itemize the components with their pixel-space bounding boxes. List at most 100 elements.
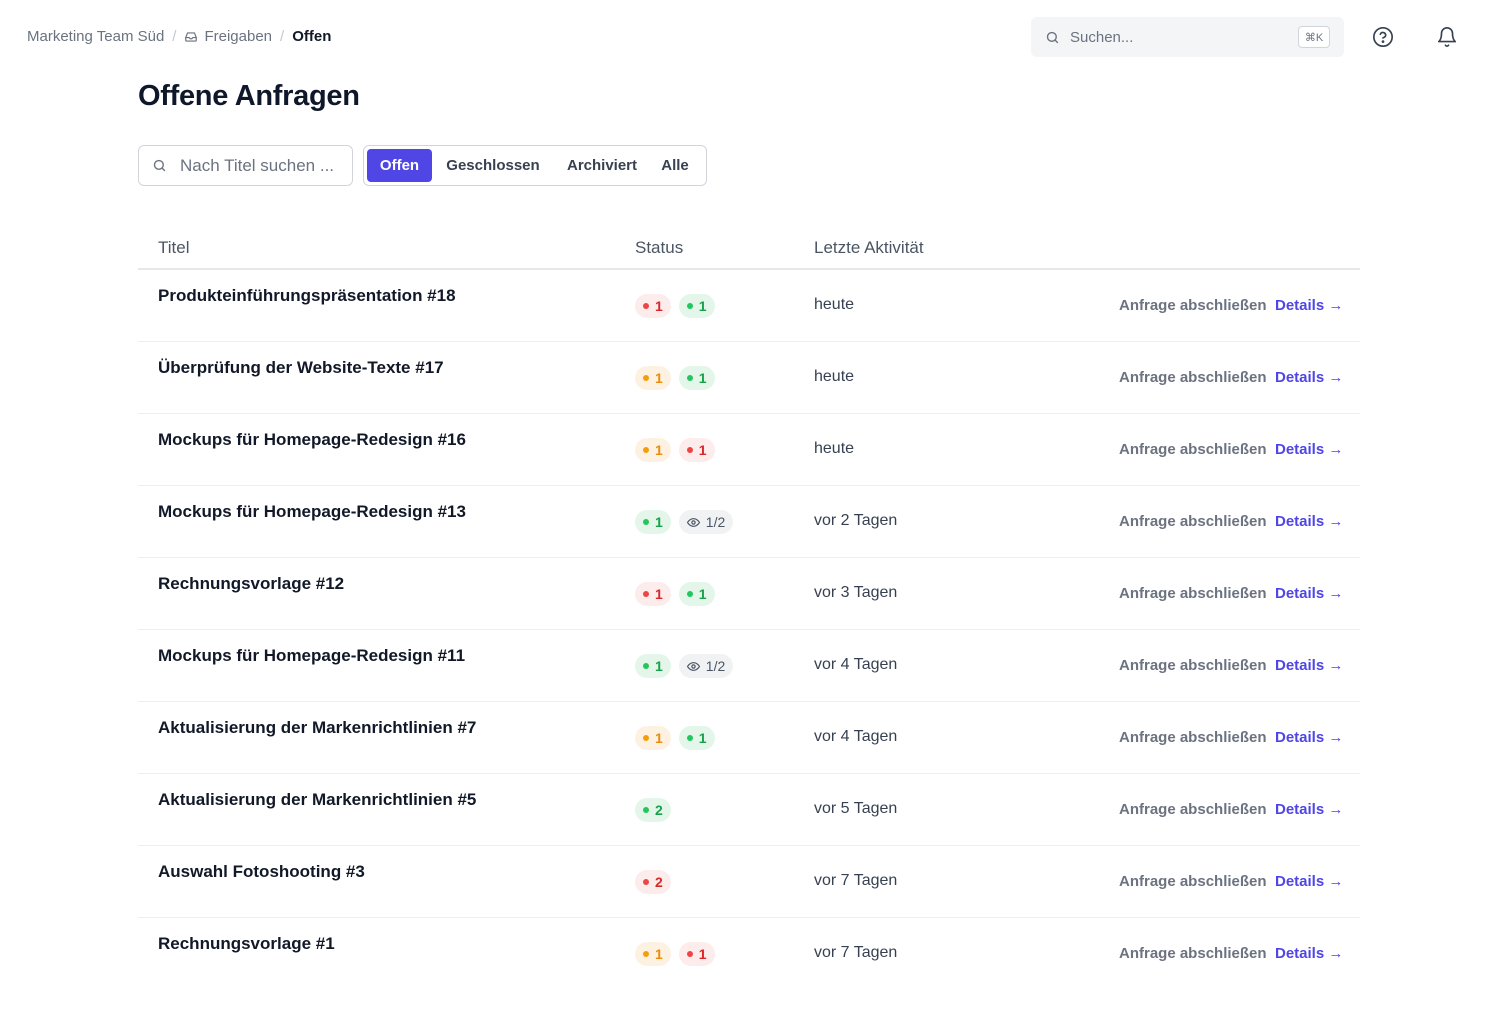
status-dot bbox=[643, 735, 649, 741]
status-badge: 1 bbox=[678, 582, 715, 606]
row-title[interactable]: Aktualisierung der Markenrichtlinien #5 bbox=[158, 790, 477, 809]
table-row[interactable]: Aktualisierung der Markenrichtlinien #5 2… bbox=[138, 774, 1360, 846]
details-link[interactable]: Details → bbox=[1275, 369, 1344, 386]
status-badge: 1 bbox=[635, 438, 671, 462]
close-request-button[interactable]: Anfrage abschließen bbox=[1119, 873, 1267, 890]
row-title[interactable]: Aktualisierung der Markenrichtlinien #7 bbox=[158, 718, 477, 737]
close-request-button[interactable]: Anfrage abschließen bbox=[1119, 657, 1267, 674]
title-search-input[interactable] bbox=[180, 155, 345, 176]
details-link[interactable]: Details → bbox=[1275, 945, 1344, 962]
close-request-button[interactable]: Anfrage abschließen bbox=[1119, 513, 1267, 530]
help-button[interactable] bbox=[1368, 22, 1398, 52]
page-title: Offene Anfragen bbox=[138, 80, 360, 112]
table-row[interactable]: Rechnungsvorlage #12 1 1 vor 3 Tagen Anfrage… bbox=[138, 558, 1360, 630]
details-link[interactable]: Details → bbox=[1275, 297, 1344, 314]
row-title[interactable]: Mockups für Homepage-Redesign #13 bbox=[158, 502, 466, 521]
details-link[interactable]: Details → bbox=[1275, 585, 1344, 602]
status-dot bbox=[643, 303, 649, 309]
details-link[interactable]: Details → bbox=[1275, 729, 1344, 746]
table-row[interactable]: Auswahl Fotoshooting #3 2 vor 7 Tagen Anfra… bbox=[138, 846, 1360, 918]
details-link[interactable]: Details → bbox=[1275, 657, 1344, 674]
table-row[interactable]: Mockups für Homepage-Redesign #13 1 1/2 vor… bbox=[138, 486, 1360, 558]
close-request-button[interactable]: Anfrage abschließen bbox=[1119, 729, 1267, 746]
row-title[interactable]: Rechnungsvorlage #1 bbox=[158, 934, 335, 953]
row-last-activity: heute bbox=[814, 368, 855, 385]
title-search[interactable] bbox=[138, 145, 353, 186]
status-badge: 2 bbox=[635, 798, 671, 822]
global-search-input[interactable] bbox=[1070, 28, 1280, 46]
row-title[interactable]: Mockups für Homepage-Redesign #16 bbox=[158, 430, 466, 449]
close-request-button[interactable]: Anfrage abschließen bbox=[1119, 441, 1267, 458]
status-dot bbox=[643, 663, 649, 669]
status-dot bbox=[686, 303, 693, 309]
close-request-button[interactable]: Anfrage abschließen bbox=[1119, 945, 1267, 962]
requests-table: Titel Status Letzte Aktivität Produktein… bbox=[138, 226, 1360, 990]
status-badge-count: 1 bbox=[655, 586, 663, 602]
row-title[interactable]: Rechnungsvorlage #12 bbox=[158, 574, 345, 593]
status-dot bbox=[643, 879, 649, 885]
details-link[interactable]: Details → bbox=[1275, 873, 1344, 890]
details-link[interactable]: Details → bbox=[1275, 801, 1344, 818]
table-row[interactable]: Mockups für Homepage-Redesign #11 1 1/2 vor… bbox=[138, 630, 1360, 702]
table-row[interactable]: Überprüfung der Website-Texte #17 1 1 heute… bbox=[138, 342, 1360, 414]
status-badge-count: 1 bbox=[698, 946, 707, 962]
status-badge-count: 1 bbox=[655, 370, 663, 386]
table-row[interactable]: Rechnungsvorlage #1 1 1 vor 7 Tagen Anfrage … bbox=[138, 918, 1360, 990]
eye-icon bbox=[686, 517, 700, 527]
row-last-activity: vor 4 Tagen bbox=[814, 656, 898, 673]
search-icon bbox=[1046, 31, 1059, 43]
inbox-icon bbox=[185, 31, 198, 42]
row-last-activity: vor 4 Tagen bbox=[814, 728, 898, 745]
tab-archiviert[interactable]: Archiviert bbox=[566, 157, 638, 174]
row-last-activity: vor 7 Tagen bbox=[814, 944, 898, 961]
column-header-activity[interactable]: Letzte Aktivität bbox=[814, 238, 924, 257]
status-badge-count: 1/2 bbox=[705, 514, 726, 530]
row-title[interactable]: Produkteinführungspräsentation #18 bbox=[158, 286, 456, 305]
table-body: Produkteinführungspräsentation #18 1 1 heut… bbox=[138, 270, 1360, 990]
breadcrumb-team[interactable]: Marketing Team Süd bbox=[27, 28, 165, 45]
close-request-button[interactable]: Anfrage abschließen bbox=[1119, 801, 1267, 818]
row-last-activity: heute bbox=[814, 296, 855, 313]
details-link[interactable]: Details → bbox=[1275, 441, 1344, 458]
bell-icon bbox=[1437, 27, 1457, 47]
row-title[interactable]: Mockups für Homepage-Redesign #11 bbox=[158, 646, 466, 665]
status-badge: 1 bbox=[635, 654, 671, 678]
table-row[interactable]: Produkteinführungspräsentation #18 1 1 heut… bbox=[138, 270, 1360, 342]
status-dot bbox=[643, 447, 649, 453]
status-dot bbox=[643, 951, 649, 957]
column-header-title[interactable]: Titel bbox=[158, 238, 190, 257]
status-badge-count: 1 bbox=[698, 730, 707, 746]
table-row[interactable]: Mockups für Homepage-Redesign #16 1 1 heute… bbox=[138, 414, 1360, 486]
status-badge-count: 1 bbox=[655, 730, 663, 746]
close-request-button[interactable]: Anfrage abschließen bbox=[1119, 585, 1267, 602]
table-header: Titel Status Letzte Aktivität bbox=[138, 226, 1360, 270]
status-dot bbox=[643, 807, 649, 813]
status-badge: 1 bbox=[635, 942, 671, 966]
status-badge-count: 1 bbox=[698, 370, 707, 386]
status-badge: 1 bbox=[635, 294, 671, 318]
notifications-button[interactable] bbox=[1432, 22, 1462, 52]
close-request-button[interactable]: Anfrage abschließen bbox=[1119, 297, 1267, 314]
top-bar: Marketing Team Süd / Freigaben / Offen ⌘… bbox=[0, 0, 1500, 74]
close-request-button[interactable]: Anfrage abschließen bbox=[1119, 369, 1267, 386]
row-last-activity: vor 5 Tagen bbox=[814, 800, 898, 817]
global-search[interactable]: ⌘K bbox=[1031, 17, 1344, 57]
row-status: 2 bbox=[635, 798, 671, 822]
details-link[interactable]: Details → bbox=[1275, 513, 1344, 530]
status-badge: 1 bbox=[678, 366, 715, 390]
row-title[interactable]: Überprüfung der Website-Texte #17 bbox=[158, 358, 444, 377]
tab-alle[interactable]: Alle bbox=[661, 157, 689, 174]
table-row[interactable]: Aktualisierung der Markenrichtlinien #7 1… bbox=[138, 702, 1360, 774]
status-badge-count: 1 bbox=[698, 298, 707, 314]
row-status: 1 1/2 bbox=[635, 654, 734, 678]
status-badge-count: 1 bbox=[698, 586, 707, 602]
tab-offen[interactable]: Offen bbox=[367, 149, 432, 182]
breadcrumb-section[interactable]: Freigaben bbox=[184, 28, 272, 45]
row-title[interactable]: Auswahl Fotoshooting #3 bbox=[158, 862, 365, 881]
status-tabs: Offen Geschlossen Archiviert Alle bbox=[363, 145, 707, 186]
tab-geschlossen[interactable]: Geschlossen bbox=[446, 157, 540, 174]
column-header-status[interactable]: Status bbox=[635, 238, 684, 257]
row-status: 1 1/2 bbox=[635, 510, 734, 534]
